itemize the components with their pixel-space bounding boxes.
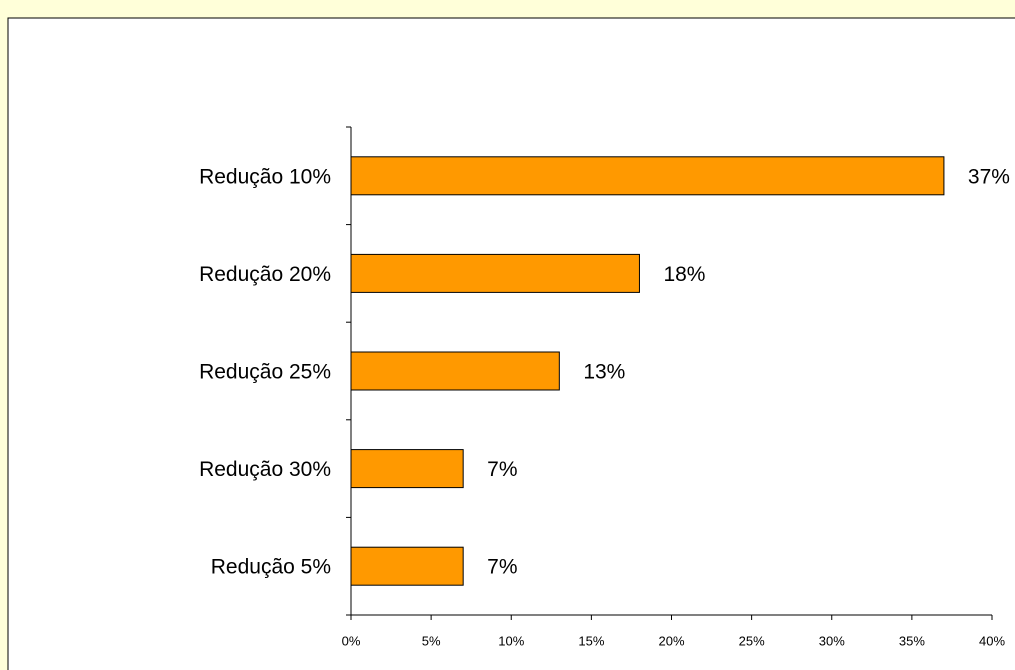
value-label: 18% (663, 263, 705, 286)
x-tick-label: 30% (819, 633, 845, 648)
x-tick-label: 25% (739, 633, 765, 648)
bar (350, 351, 560, 391)
value-label: 7% (487, 556, 517, 579)
category-label: Redução 5% (211, 556, 331, 579)
category-label: Redução 25% (199, 361, 331, 384)
category-label: Redução 20% (199, 263, 331, 286)
value-label: 7% (487, 458, 517, 481)
value-label: 13% (583, 361, 625, 384)
x-tick-label: 20% (658, 633, 684, 648)
category-label: Redução 30% (199, 458, 331, 481)
category-label: Redução 10% (199, 165, 331, 188)
bar (350, 449, 464, 489)
bar (350, 156, 945, 196)
bar (350, 546, 464, 586)
value-label: 37% (968, 165, 1010, 188)
x-tick-label: 35% (899, 633, 925, 648)
chart-frame (7, 17, 1015, 670)
x-tick-label: 0% (342, 633, 361, 648)
x-tick-label: 40% (979, 633, 1005, 648)
x-tick-label: 15% (578, 633, 604, 648)
x-tick-label: 5% (422, 633, 441, 648)
bar (350, 253, 640, 293)
x-tick-label: 10% (498, 633, 524, 648)
